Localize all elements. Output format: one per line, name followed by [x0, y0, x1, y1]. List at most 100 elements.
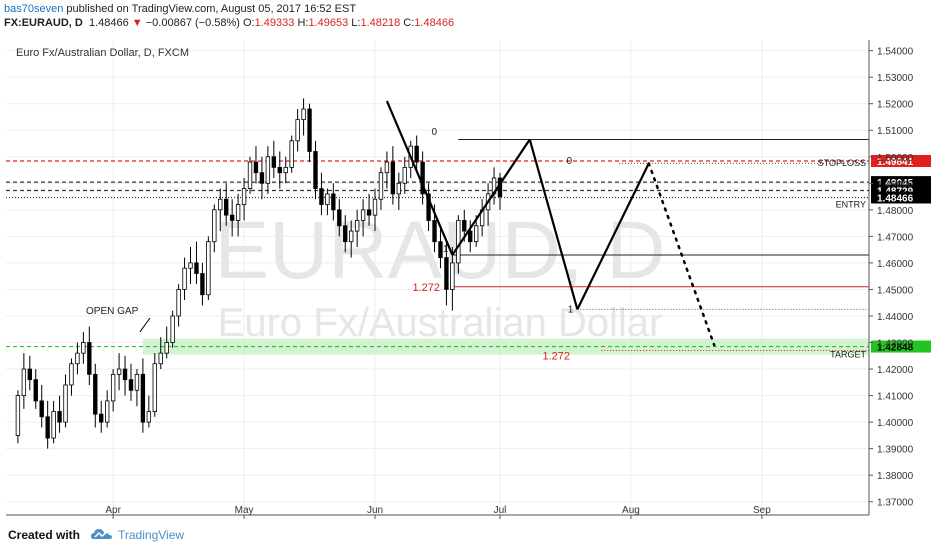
fib-1272-label-2: 1.272	[542, 350, 570, 362]
candle-body	[360, 209, 366, 221]
x-tick-label: Jun	[367, 505, 383, 516]
candle-body	[134, 373, 140, 391]
y-tick-label: 1.54000	[877, 47, 914, 58]
fib-one-label-1: 1	[443, 244, 449, 255]
y-tick-label: 1.43000	[877, 339, 914, 350]
candle-body	[426, 193, 431, 221]
price-axis[interactable]: 1.37000 1.38000 1.39000 1.40000 1.41000 1.420…	[869, 47, 914, 509]
candle-body	[158, 352, 163, 365]
candle-body	[331, 193, 336, 211]
candle-body	[235, 204, 241, 221]
y-tick-label: 1.42000	[877, 365, 914, 376]
x-tick-label: Aug	[622, 505, 640, 516]
y-tick-label: 1.47000	[877, 232, 914, 243]
tradingview-cloud-icon	[91, 529, 112, 539]
candle-body	[45, 416, 50, 439]
candle-body	[140, 373, 146, 423]
candle-body	[57, 411, 62, 423]
high-value: 1.49653	[308, 17, 349, 29]
fib-1272-label-1: 1.272	[412, 282, 440, 294]
candle-body	[277, 166, 282, 174]
price-label-text: 1.49841	[877, 157, 914, 168]
candle-body	[39, 400, 44, 418]
y-tick-label: 1.41000	[877, 392, 914, 403]
plot-background	[6, 40, 869, 515]
candle-body	[224, 198, 229, 216]
author-link[interactable]: bas70seven	[4, 3, 64, 15]
fib-zero-label-1: 0	[431, 127, 437, 138]
candle-body	[414, 145, 419, 163]
price-label-text: 1.42848	[877, 343, 914, 354]
candle-body	[378, 172, 384, 200]
y-tick-label: 1.51000	[877, 126, 914, 137]
low-value: 1.48218	[360, 17, 401, 29]
candle-body	[301, 108, 306, 121]
candle-body	[229, 214, 235, 221]
candle-body	[194, 262, 199, 274]
candle-body	[283, 166, 288, 174]
candle-body	[450, 262, 455, 290]
candle-body	[81, 342, 86, 354]
y-tick-label: 1.37000	[877, 498, 914, 509]
x-tick-label: Jul	[494, 505, 507, 516]
candle-body	[354, 220, 360, 232]
candle-body	[128, 379, 134, 391]
price-chart[interactable]: EURAUD, D Euro Fx/Australian Dollar STOP…	[0, 0, 932, 520]
candle-body	[15, 395, 21, 436]
candle-body	[432, 220, 437, 243]
candle-body	[212, 209, 217, 243]
candle-body	[313, 151, 318, 190]
candle-body	[456, 220, 461, 264]
candle-body	[468, 230, 473, 243]
candle-body	[99, 413, 104, 423]
y-tick-label: 1.53000	[877, 73, 914, 84]
publish-info: published on TradingView.com, August 05,…	[66, 3, 357, 15]
candle-body	[265, 156, 271, 184]
candle-body	[474, 225, 479, 243]
close-value: 1.48466	[414, 17, 455, 29]
y-tick-label: 1.52000	[877, 100, 914, 111]
y-tick-label: 1.48000	[877, 206, 914, 217]
fib-one-label-2: 1	[568, 304, 574, 315]
y-tick-label: 1.46000	[877, 259, 914, 270]
candle-body	[462, 220, 467, 232]
footer: Created with TradingView	[0, 520, 932, 550]
candle-body	[349, 230, 354, 243]
time-axis[interactable]: Apr May Jun Jul Aug Sep	[105, 505, 771, 519]
candle-body	[33, 379, 38, 402]
candle-body	[188, 262, 193, 269]
publish-line: bas70seven published on TradingView.com,…	[4, 3, 356, 15]
candle-body	[176, 289, 181, 317]
candle-body	[253, 161, 259, 174]
candle-body	[271, 156, 277, 168]
x-tick-label: May	[235, 505, 254, 516]
candle-body	[206, 241, 211, 296]
candle-body	[87, 342, 92, 375]
candle-body	[372, 198, 378, 216]
x-tick-label: Sep	[753, 505, 771, 516]
candle-body	[259, 172, 265, 184]
watermark-name: Euro Fx/Australian Dollar	[218, 301, 663, 345]
candle-body	[384, 161, 390, 174]
candle-body	[93, 373, 98, 415]
horizontal-levels: STOPLOSS1.498411.490451.48729ENTRY1.4846…	[6, 154, 931, 360]
candle-body	[241, 188, 247, 205]
down-arrow-icon: ▼	[131, 17, 143, 29]
x-tick-label: Apr	[105, 505, 121, 516]
pattern-lines	[385, 100, 716, 347]
y-tick-label: 1.49000	[877, 179, 914, 190]
candle-body	[146, 411, 152, 423]
pattern-leg	[385, 100, 454, 256]
candle-body	[122, 368, 128, 381]
candle-body	[325, 193, 330, 205]
y-tick-label: 1.38000	[877, 471, 914, 482]
high-label: H:	[297, 17, 309, 29]
open-value: 1.49333	[254, 17, 295, 29]
tradingview-brand[interactable]: TradingView	[118, 528, 185, 542]
fib-lines	[452, 139, 869, 351]
candle-body	[21, 368, 27, 396]
candle-body	[51, 411, 56, 439]
open-gap-pointer	[139, 317, 151, 333]
candle-body	[402, 166, 407, 184]
candle-body	[289, 140, 294, 168]
